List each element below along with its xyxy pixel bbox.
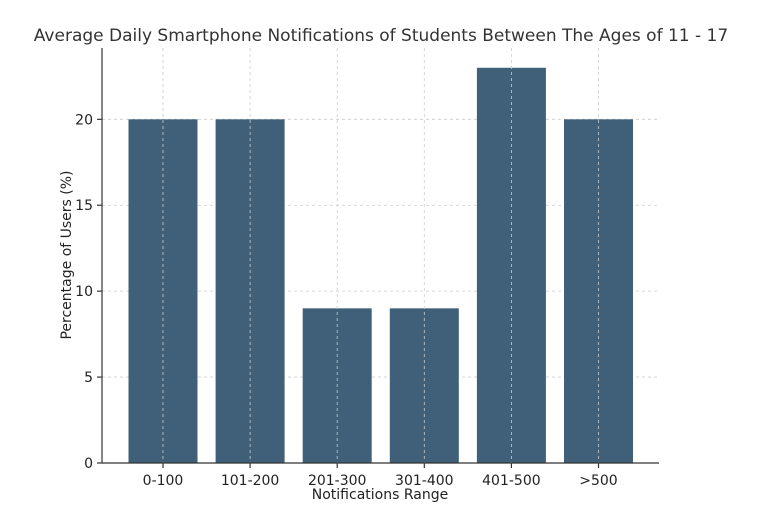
bars-layer	[128, 67, 633, 463]
x-tick-label: 0-100	[143, 473, 184, 489]
x-axis-label: Notifications Range	[312, 487, 448, 503]
y-tick-label: 5	[84, 370, 93, 386]
y-axis-label: Percentage of Users (%)	[59, 170, 75, 339]
y-tick-label: 20	[75, 112, 93, 128]
x-tick-label: 201-300	[308, 473, 367, 489]
y-tick-label: 10	[75, 284, 93, 300]
chart-title: Average Daily Smartphone Notifications o…	[34, 26, 728, 46]
x-tick-label: 101-200	[221, 473, 280, 489]
y-tick-label: 0	[84, 456, 93, 472]
x-tick-label: 301-400	[395, 473, 454, 489]
y-tick-label: 15	[75, 198, 93, 214]
x-tick-label: >500	[579, 473, 617, 489]
ticks-layer: 0 5 10 15 20 0-100 101-200 201-300 301-400 401-50…	[75, 112, 618, 489]
axes-layer	[101, 48, 659, 464]
x-tick-label: 401-500	[482, 473, 541, 489]
